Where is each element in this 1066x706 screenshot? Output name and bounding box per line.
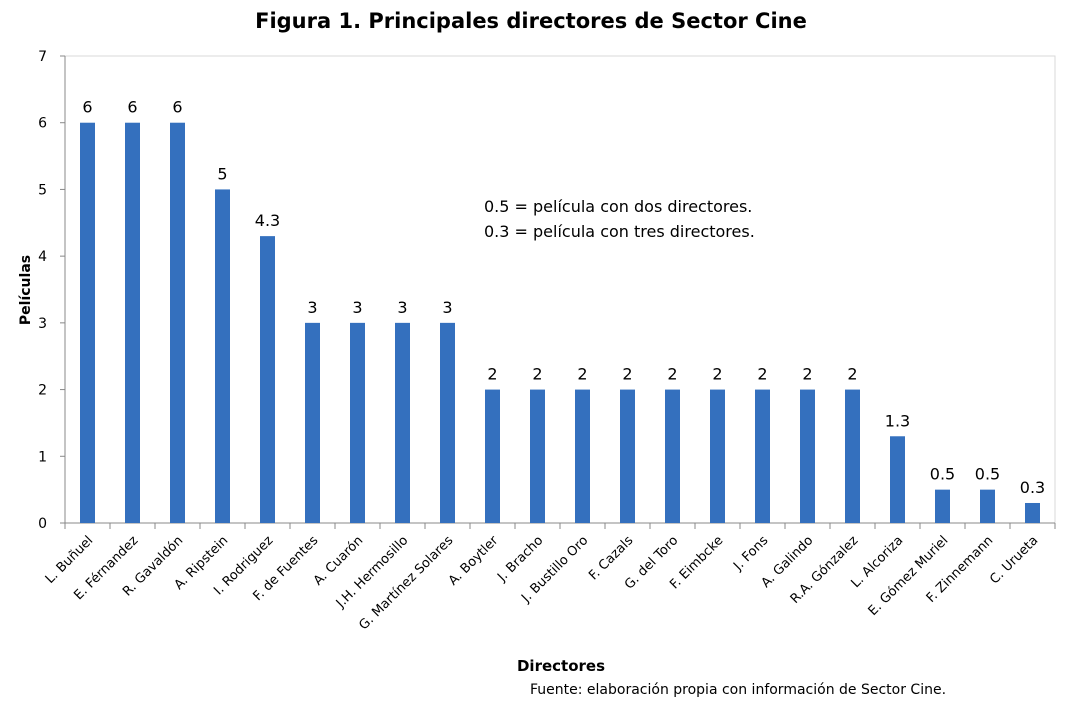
data-label: 2 xyxy=(532,365,542,384)
data-label: 2 xyxy=(802,365,812,384)
data-label: 1.3 xyxy=(885,411,910,430)
data-label: 3 xyxy=(352,298,362,317)
bar xyxy=(530,389,545,523)
x-tick-label: E. Gómez Muriel xyxy=(866,533,952,619)
bar xyxy=(305,322,320,523)
bar xyxy=(755,389,770,523)
bar xyxy=(485,389,500,523)
x-axis-label: Directores xyxy=(517,657,605,675)
data-label: 4.3 xyxy=(255,211,280,230)
data-label: 3 xyxy=(307,298,317,317)
bar xyxy=(215,189,230,523)
bar xyxy=(890,436,905,523)
source-note: Fuente: elaboración propia con informaci… xyxy=(530,682,946,698)
bar xyxy=(260,236,275,523)
y-tick-label: 3 xyxy=(38,316,47,332)
x-tick-label: A. Boytler xyxy=(446,533,502,589)
bar xyxy=(665,389,680,523)
data-label: 6 xyxy=(172,98,182,117)
bar xyxy=(350,322,365,523)
data-label: 0.5 xyxy=(930,465,955,484)
bar xyxy=(620,389,635,523)
data-label: 2 xyxy=(487,365,497,384)
data-label: 3 xyxy=(397,298,407,317)
bar xyxy=(800,389,815,523)
plot-area-border xyxy=(64,55,1056,524)
data-label: 2 xyxy=(757,365,767,384)
y-tick-label: 5 xyxy=(38,182,47,198)
annotation-1: 0.5 = película con dos directores. xyxy=(484,197,752,216)
data-label: 2 xyxy=(577,365,587,384)
bar xyxy=(980,489,995,523)
bar xyxy=(80,122,95,523)
bar xyxy=(395,322,410,523)
data-label: 3 xyxy=(442,298,452,317)
bar xyxy=(440,322,455,523)
bar xyxy=(935,489,950,523)
bar xyxy=(125,122,140,523)
annotation-2: 0.3 = película con tres directores. xyxy=(484,222,755,241)
data-label: 6 xyxy=(127,98,137,117)
data-label: 2 xyxy=(847,365,857,384)
data-label: 0.3 xyxy=(1020,478,1045,497)
bar xyxy=(1025,502,1040,523)
y-axis-label: Películas xyxy=(18,255,34,325)
chart-title: Figura 1. Principales directores de Sect… xyxy=(255,9,807,33)
x-tick-label: J. Fons xyxy=(730,533,771,574)
data-label: 2 xyxy=(622,365,632,384)
data-label: 6 xyxy=(82,98,92,117)
bar xyxy=(575,389,590,523)
data-label: 0.5 xyxy=(975,465,1000,484)
y-tick-label: 4 xyxy=(38,249,47,265)
bar xyxy=(170,122,185,523)
y-tick-label: 0 xyxy=(38,516,47,532)
bar xyxy=(845,389,860,523)
data-label: 5 xyxy=(217,164,227,183)
bar xyxy=(710,389,725,523)
data-label: 2 xyxy=(667,365,677,384)
y-tick-label: 1 xyxy=(38,449,47,465)
y-tick-label: 7 xyxy=(38,49,47,65)
y-tick-label: 6 xyxy=(38,116,47,132)
y-tick-label: 2 xyxy=(38,383,47,399)
x-tick-label: C. Urueta xyxy=(987,533,1041,587)
data-label: 2 xyxy=(712,365,722,384)
